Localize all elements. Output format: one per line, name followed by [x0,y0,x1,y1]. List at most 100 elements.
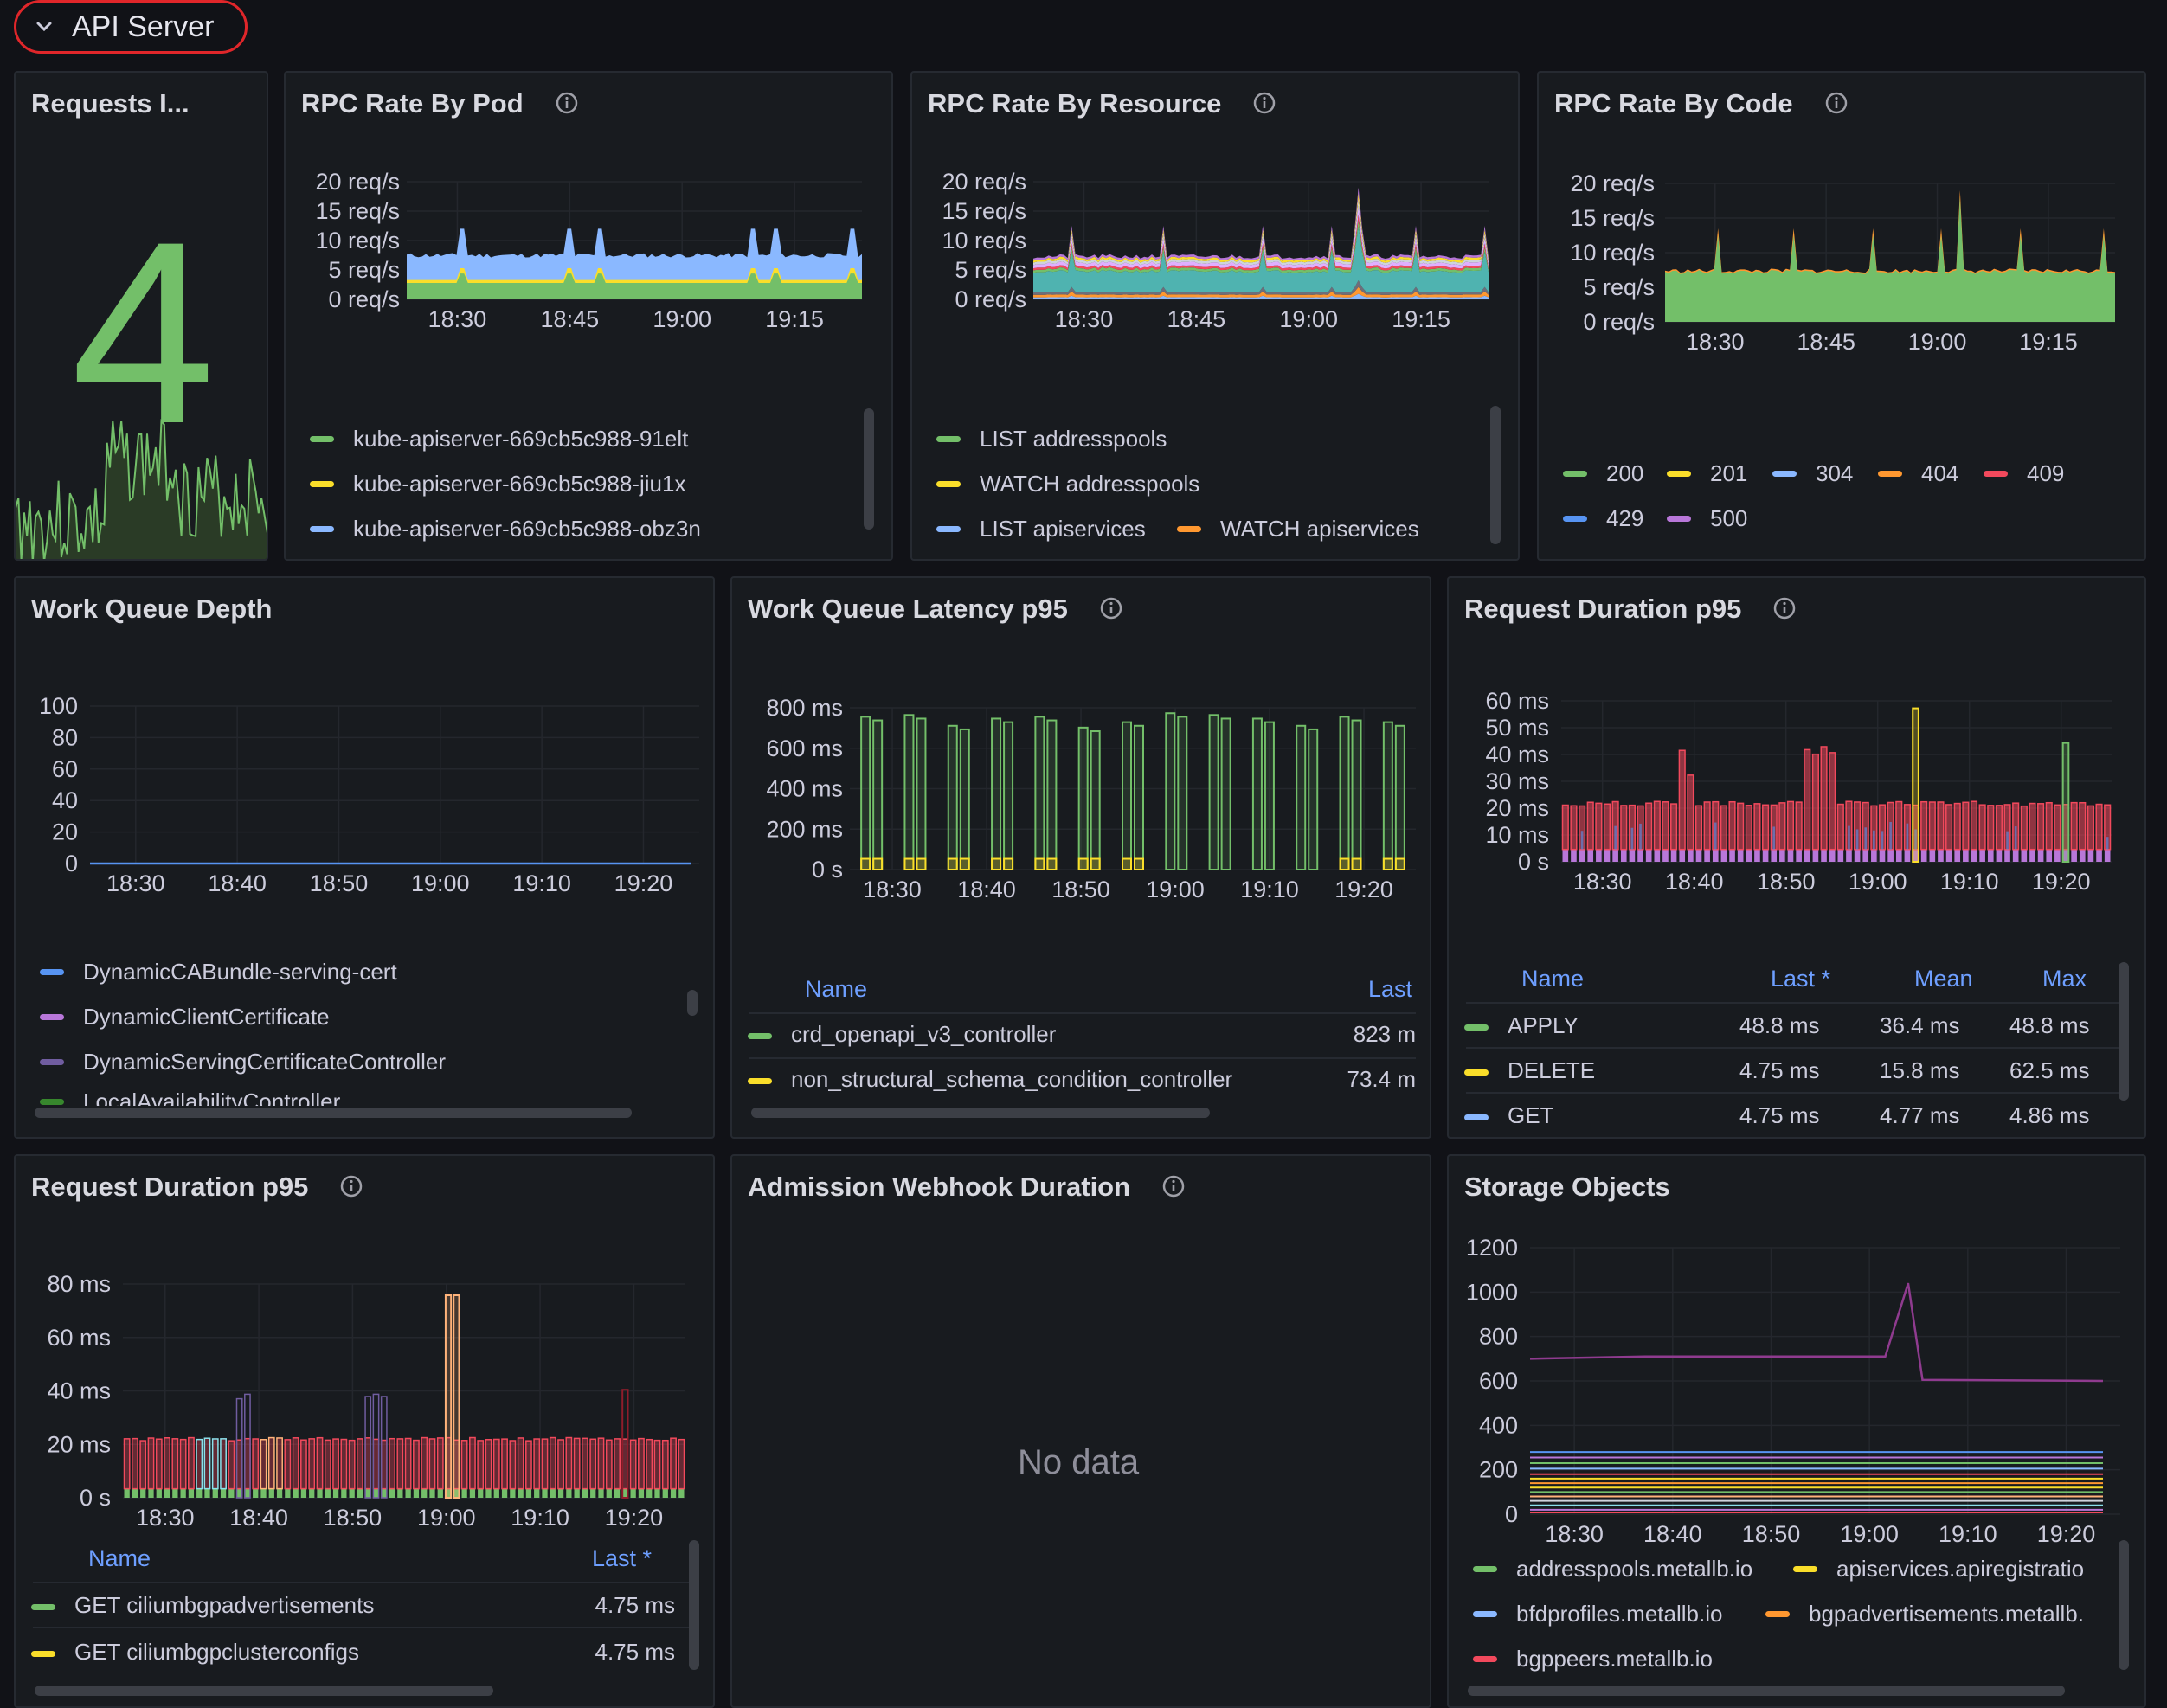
panel-storage-objects[interactable]: Storage Objects 0 200 400 600 800 1000 1200 18:… [1447,1154,2146,1708]
legend-item[interactable]: kube-apiserver-669cb5c988-91elt [310,426,688,453]
chevron-down-icon[interactable] [32,15,56,39]
work-queue-latency-chart[interactable]: 0 s 200 ms 400 ms 600 ms 800 ms 18:30 18:40 18:… [732,578,1431,976]
legend-item[interactable]: DynamicServingCertificateController [40,1049,446,1076]
bar-red [132,1437,138,1490]
panel-request-duration-2[interactable]: Request Duration p95 0 s 20 ms 40 ms 60 ms 8… [14,1154,715,1708]
legend-item[interactable]: 304 [1772,460,1853,487]
legend-swatch [1793,1566,1817,1572]
info-icon[interactable] [1772,596,1797,620]
row-header-api-server[interactable]: API Server [14,0,248,54]
panel-rpc-rate-by-pod[interactable]: RPC Rate By Pod 0 req/s 5 req/s 10 req/s 15… [284,71,893,561]
bar-green [236,1488,242,1498]
table-row[interactable]: DELETE 4.75 ms 15.8 ms 62.5 ms [1464,1057,2122,1084]
request-duration-chart-2[interactable]: 0 s 20 ms 40 ms 60 ms 80 ms 18:30 18:40 18:50 19… [16,1156,715,1554]
legend-item[interactable]: 500 [1667,505,1747,532]
table-row[interactable]: GET 4.75 ms 4.77 ms 4.86 ms [1464,1102,2122,1123]
table-scrollbar-h[interactable] [35,1686,493,1696]
legend-scrollbar[interactable] [864,408,874,530]
table-scrollbar[interactable] [2119,962,2129,1101]
table-row[interactable]: GET ciliumbgpclusterconfigs 4.75 ms [31,1639,675,1666]
panel-rpc-rate-by-resource[interactable]: RPC Rate By Resource 0 req/s 5 req/s 10 re… [910,71,1520,561]
legend-item[interactable]: WATCH addresspools [936,471,1199,498]
x-tick-label: 19:00 [1849,869,1907,895]
legend-item[interactable]: bgppeers.metallb.io [1473,1646,1713,1673]
row-max: 48.8 ms [2009,1012,2090,1038]
table-scrollbar-h[interactable] [751,1108,1210,1118]
legend-item[interactable]: apiservices.apiregistratio [1793,1556,2106,1583]
panel-admission-webhook[interactable]: Admission Webhook Duration No data [730,1154,1431,1708]
bar-purple [1737,849,1744,862]
bar-blue [1580,831,1584,850]
legend-item[interactable]: WATCH apiservices [1177,516,1419,543]
info-icon[interactable] [555,91,579,115]
table-row[interactable]: GET ciliumbgpadvertisements 4.75 ms [31,1592,675,1619]
legend-item[interactable]: LIST addresspools [936,426,1167,453]
bar-red [1720,805,1727,851]
legend-swatch [1667,516,1691,522]
legend-item[interactable]: 200 [1563,460,1643,487]
legend-item[interactable]: bgpadvertisements.metallb. [1765,1601,2106,1628]
series-area-200 [1665,197,2115,322]
divider [1466,1002,2124,1004]
legend-item[interactable]: LIST apiservices [936,516,1146,543]
legend-item[interactable]: DynamicClientCertificate [40,1004,330,1031]
legend-swatch [1772,471,1797,477]
rpc-code-chart[interactable]: 0 req/s 5 req/s 10 req/s 15 req/s 20 req/s 18… [1539,73,2146,471]
table-header-name[interactable]: Name [805,976,868,1002]
legend-scrollbar-h[interactable] [1468,1686,2065,1696]
panel-work-queue-depth[interactable]: Work Queue Depth 0 20 40 60 80 100 18:30 18:40 1… [14,576,715,1139]
bar-blue [1873,830,1875,850]
table-header-max[interactable]: Max [2042,966,2087,992]
work-queue-depth-chart[interactable]: 0 20 40 60 80 100 18:30 18:40 18:50 19:00 19:10 19:… [16,578,715,976]
x-tick-label: 18:45 [1797,329,1855,355]
table-row[interactable]: non_structural_schema_condition_controll… [748,1066,1416,1093]
legend-scrollbar[interactable] [687,990,698,1016]
table-header-last[interactable]: Last * [1771,966,1831,992]
info-icon[interactable] [1161,1174,1186,1198]
info-icon[interactable] [339,1174,363,1198]
bar-red [244,1437,251,1490]
info-icon[interactable] [1252,91,1276,115]
legend-item[interactable]: 404 [1878,460,1958,487]
table-header-last[interactable]: Last * [592,1545,653,1571]
info-icon[interactable] [1824,91,1849,115]
bar-red [646,1438,653,1490]
legend-item[interactable]: addresspools.metallb.io [1473,1556,1752,1583]
table-row[interactable]: APPLY 48.8 ms 36.4 ms 48.8 ms [1464,1012,2122,1039]
info-icon[interactable] [1099,596,1123,620]
legend-swatch [1563,471,1587,477]
storage-objects-chart[interactable]: 0 200 400 600 800 1000 1200 18:30 18:40 18:50 19:0… [1449,1156,2146,1554]
legend-item[interactable]: 429 [1563,505,1643,532]
bar-green [204,1488,210,1498]
legend-item[interactable]: kube-apiserver-669cb5c988-obz3n [310,516,701,543]
x-tick-label: 18:30 [106,870,165,896]
bar [959,728,970,870]
table-scrollbar[interactable] [689,1540,699,1670]
legend-item[interactable]: kube-apiserver-669cb5c988-jiu1x [310,471,685,498]
legend-item[interactable]: 409 [1984,460,2064,487]
x-tick-label: 18:50 [324,1505,383,1531]
rpc-pod-chart[interactable]: 0 req/s 5 req/s 10 req/s 15 req/s 20 req/s 18… [286,73,893,436]
table-header-mean[interactable]: Mean [1914,966,1973,992]
legend-item[interactable]: 201 [1667,460,1747,487]
bar-red [1653,800,1661,851]
panel-request-duration-1[interactable]: Request Duration p95 0 s 10 ms 20 ms 30 ms 4… [1447,576,2146,1139]
panel-rpc-rate-by-code[interactable]: RPC Rate By Code 0 req/s 5 req/s 10 req/s 1… [1537,71,2146,561]
rpc-resource-chart[interactable]: 0 req/s 5 req/s 10 req/s 15 req/s 20 req/s 18… [912,73,1520,436]
legend-scrollbar[interactable] [1490,406,1501,544]
panel-work-queue-latency[interactable]: Work Queue Latency p95 0 s 200 ms 400 ms 60… [730,576,1431,1139]
table-header-name[interactable]: Name [1521,966,1585,992]
bar-red [1920,800,1928,851]
y-tick-label: 80 [52,724,78,750]
legend-scrollbar[interactable] [2119,1540,2129,1670]
legend-item[interactable]: bfdprofiles.metallb.io [1473,1601,1722,1628]
legend-swatch [748,1077,772,1084]
table-header-name[interactable]: Name [88,1545,151,1571]
legend-swatch [936,436,961,442]
legend-scrollbar-h[interactable] [35,1108,632,1118]
table-row[interactable]: crd_openapi_v3_controller 823 m [748,1021,1416,1048]
table-header-last[interactable]: Last [1367,976,1412,1002]
panel-requests[interactable]: Requests I... 4 [14,71,268,561]
legend-item[interactable]: DynamicCABundle-serving-cert [40,959,397,986]
